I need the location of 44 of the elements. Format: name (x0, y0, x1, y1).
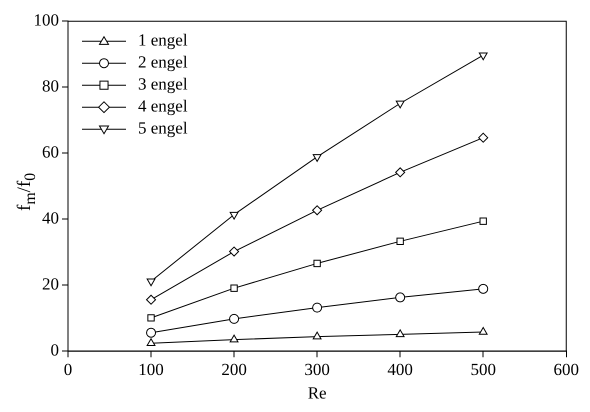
x-tick-label: 100 (138, 360, 164, 379)
x-tick-label: 400 (387, 360, 413, 379)
point (312, 205, 322, 216)
point (146, 278, 156, 286)
point (313, 260, 321, 268)
point (396, 238, 404, 245)
x-tick-label: 500 (470, 360, 496, 379)
point (312, 154, 322, 162)
point (146, 294, 156, 305)
point (478, 284, 488, 294)
point (230, 334, 238, 342)
x-axis-title: Re (308, 383, 327, 402)
point (146, 338, 156, 346)
x-tick-label: 300 (304, 360, 330, 379)
point (229, 314, 240, 324)
y-tick-label: 0 (50, 340, 59, 360)
point (395, 292, 406, 302)
x-tick-label: 0 (64, 360, 72, 379)
x-tick-label: 600 (554, 360, 579, 379)
point (480, 218, 487, 225)
point (229, 246, 240, 257)
y-tick-label: 100 (34, 10, 59, 30)
y-tick-label: 60 (42, 142, 59, 162)
point (312, 332, 322, 340)
y-tick-label: 40 (42, 208, 59, 228)
legend-label: 2 engel (138, 52, 188, 72)
legend-label: 1 engel (138, 30, 188, 50)
point (478, 132, 488, 143)
point (396, 100, 405, 108)
legend-label: 5 engel (138, 118, 188, 138)
point (230, 284, 238, 292)
point (396, 329, 405, 338)
y-tick-label: 20 (42, 274, 59, 294)
point (146, 328, 156, 338)
y-tick-label: 80 (42, 76, 59, 96)
point (312, 302, 322, 313)
point (230, 212, 238, 220)
point (147, 314, 155, 322)
x-tick-label: 200 (221, 360, 247, 379)
point (395, 167, 406, 178)
legend-label: 4 engel (138, 96, 188, 116)
legend-label: 3 engel (138, 74, 188, 94)
point (478, 327, 488, 335)
point (478, 52, 488, 60)
